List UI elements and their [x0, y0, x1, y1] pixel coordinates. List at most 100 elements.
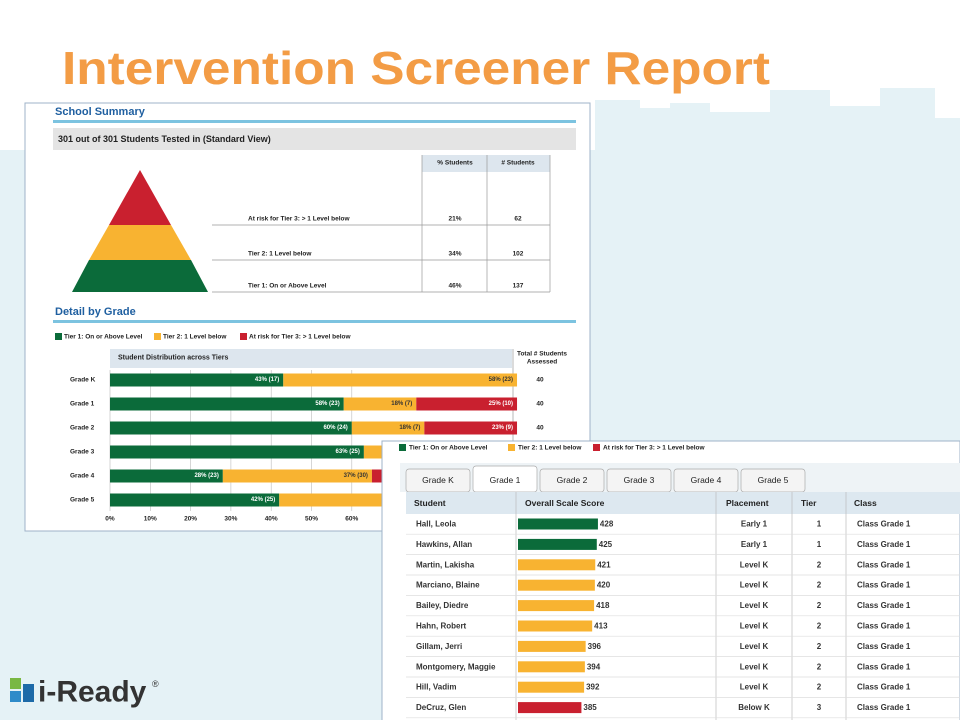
tier-bar-segment: [110, 373, 284, 387]
tier-bar-segment: [351, 421, 425, 435]
segment-label: 63% (25): [336, 449, 360, 455]
total-cell: 40: [536, 401, 544, 408]
row-label: Tier 1: On or Above Level: [248, 283, 327, 290]
class-cell: Class Grade 1: [857, 622, 911, 631]
score-label: 425: [599, 540, 613, 549]
column-header[interactable]: Student: [414, 498, 446, 508]
tab-label: Grade 1: [490, 475, 521, 485]
placement-cell: Below K: [738, 703, 770, 712]
x-tick-label: 60%: [345, 516, 358, 523]
student-cell: Gillam, Jerri: [416, 642, 462, 651]
tier-cell: 2: [817, 642, 822, 651]
segment-label: 37% (30): [344, 473, 368, 479]
score-bar: [518, 600, 595, 612]
count-cell: 137: [513, 283, 524, 290]
score-label: 418: [596, 601, 610, 610]
segment-label: 25% (10): [489, 401, 513, 407]
placement-cell: Level K: [740, 601, 769, 610]
x-tick-label: 50%: [305, 516, 318, 523]
tier-bar-segment: [222, 469, 372, 483]
legend-swatch: [399, 444, 406, 451]
logo-square: [23, 684, 34, 702]
score-bar: [518, 661, 585, 673]
x-tick-label: 0%: [105, 516, 115, 523]
legend-label: Tier 2: 1 Level below: [518, 445, 582, 452]
student-cell: Bailey, Diedre: [416, 601, 469, 610]
pyramid-tier2: [89, 225, 191, 260]
segment-label: 23% (9): [492, 425, 513, 431]
logo-mark: ®: [152, 679, 159, 689]
legend-label: Tier 1: On or Above Level: [64, 334, 143, 341]
count-cell: 62: [514, 216, 522, 223]
grade-label: Grade K: [70, 377, 96, 384]
x-tick-label: 30%: [224, 516, 237, 523]
pyramid-tier3: [109, 170, 171, 225]
class-cell: Class Grade 1: [857, 703, 911, 712]
tier-cell: 2: [817, 560, 822, 569]
tier-cell: 3: [817, 703, 822, 712]
count-cell: 102: [513, 251, 524, 258]
placement-cell: Level K: [740, 683, 769, 692]
tier-cell: 2: [817, 622, 822, 631]
roster-panel: Tier 1: On or Above Level Tier 2: 1 Level…: [381, 440, 960, 720]
legend-label: Tier 1: On or Above Level: [409, 445, 488, 452]
class-cell: Class Grade 1: [857, 642, 911, 651]
student-cell: Hill, Vadim: [416, 683, 456, 692]
heading-rule: [53, 320, 576, 323]
column-header[interactable]: Overall Scale Score: [525, 498, 605, 508]
pyramid-tier1: [72, 260, 208, 292]
segment-label: 60% (24): [323, 425, 347, 431]
tier-bar-segment: [110, 445, 364, 459]
legend-swatch: [508, 444, 515, 451]
column-header[interactable]: Placement: [726, 498, 769, 508]
total-cell: 40: [536, 425, 544, 432]
tier-cell: 2: [817, 601, 822, 610]
subheading: 301 out of 301 Students Tested in (Stand…: [58, 134, 271, 144]
section-heading: School Summary: [55, 106, 146, 118]
logo-square: [10, 678, 21, 689]
total-header: Total # Students: [517, 351, 567, 358]
column-header[interactable]: Tier: [801, 498, 817, 508]
tier-bar-segment: [110, 397, 344, 411]
percent-cell: 34%: [448, 251, 461, 258]
subheading-band: [53, 128, 576, 150]
tier-cell: 1: [817, 520, 822, 529]
score-label: 392: [586, 683, 600, 692]
legend-label: At risk for Tier 3: > 1 Level below: [603, 445, 706, 452]
logo: i-Ready ®: [10, 676, 159, 709]
placement-cell: Early 1: [741, 520, 768, 529]
score-bar: [518, 702, 582, 714]
x-tick-label: 20%: [184, 516, 197, 523]
row-label: At risk for Tier 3: > 1 Level below: [248, 216, 351, 223]
segment-label: 58% (23): [315, 401, 339, 407]
score-label: 420: [597, 581, 611, 590]
student-cell: Montgomery, Maggie: [416, 662, 496, 671]
class-cell: Class Grade 1: [857, 520, 911, 529]
student-cell: Hahn, Robert: [416, 622, 467, 631]
class-cell: Class Grade 1: [857, 662, 911, 671]
header-row: [406, 492, 960, 514]
placement-cell: Early 1: [741, 540, 768, 549]
legend-swatch: [154, 333, 161, 340]
total-cell: 40: [536, 377, 544, 384]
legend-swatch: [593, 444, 600, 451]
grade-label: Grade 1: [70, 401, 95, 408]
tier-bar-segment: [424, 421, 518, 435]
student-cell: Marciano, Blaine: [416, 581, 480, 590]
column-header[interactable]: Class: [854, 498, 877, 508]
student-cell: Hall, Leola: [416, 520, 457, 529]
section-heading: Detail by Grade: [55, 306, 136, 318]
placement-cell: Level K: [740, 662, 769, 671]
score-bar: [518, 518, 598, 530]
tier-bar-segment: [110, 469, 223, 483]
tier-cell: 1: [817, 540, 822, 549]
segment-label: 42% (25): [251, 497, 275, 503]
segment-label: 18% (7): [399, 425, 420, 431]
placement-cell: Level K: [740, 581, 769, 590]
grade-label: Grade 3: [70, 449, 95, 456]
placement-cell: Level K: [740, 642, 769, 651]
legend-swatch: [240, 333, 247, 340]
legend-label: At risk for Tier 3: > 1 Level below: [249, 334, 352, 341]
score-bar: [518, 681, 585, 693]
class-cell: Class Grade 1: [857, 581, 911, 590]
